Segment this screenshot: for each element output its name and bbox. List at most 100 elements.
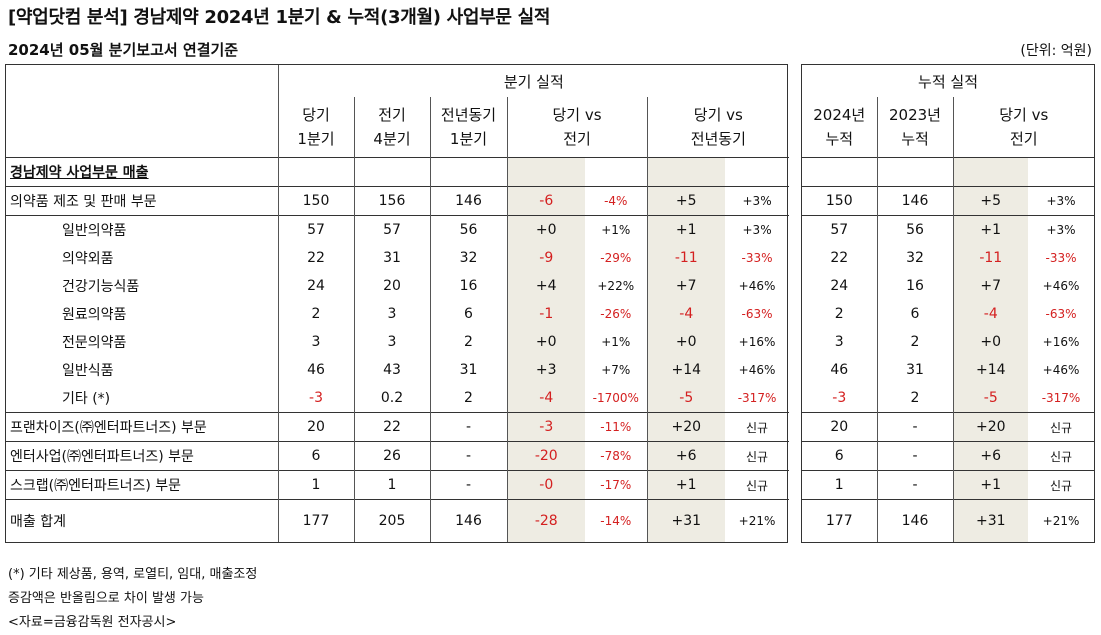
footnotes: (*) 기타 제상품, 용역, 로열티, 임대, 매출조정 증감액은 반올림으로… bbox=[8, 563, 257, 635]
quarter-value: 2 bbox=[278, 300, 355, 328]
cumulative-value: 6 bbox=[877, 300, 954, 328]
quarter-value: 6 bbox=[278, 441, 355, 471]
cumulative-value: - bbox=[877, 470, 954, 500]
cum-diff: +1 bbox=[953, 470, 1028, 500]
quarter-value: 20 bbox=[278, 412, 355, 442]
cumulative-results-panel: 누적 실적 2024년 누적 2023년 누적 당기 vs 전기 150 146 +5 +3… bbox=[801, 64, 1095, 543]
cumulative-value: 3 bbox=[802, 328, 878, 356]
table-row: 6- +6 신규 bbox=[802, 441, 1095, 471]
empty-cell bbox=[430, 157, 508, 187]
row-label: 매출 합계 bbox=[6, 499, 279, 542]
cumulative-value: 16 bbox=[877, 272, 954, 300]
vs-prev-pct: +22% bbox=[585, 272, 648, 300]
table-row: 기타 (*) -3 0.2 2 -4 -1700% -5 -317% bbox=[6, 384, 789, 413]
vs-prev-diff: -1 bbox=[507, 300, 585, 328]
vs-yoy-pct: 신규 bbox=[725, 441, 790, 471]
table-row: 스크랩(㈜엔터파트너즈) 부문 1 1- -0 -17% +1 신규 bbox=[6, 470, 790, 500]
cumulative-value: 1 bbox=[802, 470, 878, 500]
vs-prev-pct: +7% bbox=[585, 356, 648, 384]
vs-prev-diff: -9 bbox=[507, 244, 585, 272]
table-row: 의약외품 22 31 32 -9 -29% -11 -33% bbox=[6, 244, 789, 272]
table-row: 24 16 +7 +46% bbox=[802, 272, 1094, 300]
footnote-other: (*) 기타 제상품, 용역, 로열티, 임대, 매출조정 bbox=[8, 567, 258, 582]
cum-pct: +46% bbox=[1042, 363, 1080, 377]
table-row: -3 2 -5 -317% bbox=[802, 384, 1094, 413]
vs-yoy-diff: +14 bbox=[647, 356, 725, 384]
vs-yoy-pct: +3% bbox=[725, 215, 790, 244]
quarter-value: 24 bbox=[278, 272, 355, 300]
empty-cell bbox=[354, 157, 431, 187]
vs-yoy-diff: +6 bbox=[647, 441, 725, 471]
quarterly-results-panel: 분기 실적 당기 1분기 전기 4분기 전년동기 1분기 당기 vs 전기 당기 vs 전… bbox=[5, 64, 790, 543]
vs-yoy-diff: -5 bbox=[647, 384, 725, 413]
footnote-source: <자료=금융감독원 전자공시> bbox=[8, 615, 177, 630]
empty-cell bbox=[877, 157, 954, 187]
cum-diff: +20 bbox=[953, 412, 1028, 442]
cum-diff: +7 bbox=[953, 272, 1028, 300]
quarter-value: 43 bbox=[354, 356, 431, 384]
vs-prev-pct: -4% bbox=[585, 186, 648, 216]
footnote-rounding: 증감액은 반올림으로 차이 발생 가능 bbox=[8, 591, 204, 606]
vs-prev-diff: -28 bbox=[507, 499, 585, 542]
cumulative-value: 2 bbox=[877, 328, 954, 356]
col-header-vs-prev: 당기 vs 전기 bbox=[507, 97, 648, 158]
table-row: 엔터사업(㈜엔터파트너즈) 부문 6 26- -20 -78% +6 신규 bbox=[6, 441, 790, 471]
vs-yoy-pct: 신규 bbox=[725, 470, 790, 500]
row-label: 의약외품 bbox=[6, 244, 279, 272]
table-row: 일반의약품 57 57 56 +0 +1% +1 +3% bbox=[6, 215, 790, 244]
quarter-value: - bbox=[430, 412, 508, 442]
table-row: 일반식품 46 43 31 +3 +7% +14 +46% bbox=[6, 356, 789, 384]
quarter-value: - bbox=[430, 470, 508, 500]
cumulative-value: 32 bbox=[877, 244, 954, 272]
vs-prev-pct: -29% bbox=[585, 244, 648, 272]
cum-pct: 신규 bbox=[1028, 412, 1095, 442]
table-row: 프랜차이즈(㈜엔터파트너즈) 부문 20 22- -3 -11% +20 신규 bbox=[6, 412, 790, 442]
quarter-value: 57 bbox=[278, 215, 355, 244]
empty-cell bbox=[647, 157, 725, 187]
section-header-row: 경남제약 사업부문 매출 bbox=[6, 157, 790, 187]
table-row: 3 2 +0 +16% bbox=[802, 328, 1094, 356]
vs-yoy-pct: +16% bbox=[738, 335, 776, 349]
vs-yoy-pct: +3% bbox=[725, 186, 790, 216]
vs-yoy-diff: +20 bbox=[647, 412, 725, 442]
cum-pct: 신규 bbox=[1028, 470, 1095, 500]
cum-pct: +3% bbox=[1028, 215, 1095, 244]
quarter-value: 156 bbox=[354, 186, 431, 216]
vs-prev-pct: -1700% bbox=[585, 384, 648, 413]
vs-yoy-diff: +31 bbox=[647, 499, 725, 542]
col-header-yoy-q: 전년동기 1분기 bbox=[430, 97, 508, 158]
quarter-value: 177 bbox=[278, 499, 355, 542]
row-label: 전문의약품 bbox=[6, 328, 279, 356]
quarter-value: -3 bbox=[278, 384, 355, 413]
quarter-value: 2 bbox=[430, 328, 508, 356]
cumulative-value: 2 bbox=[802, 300, 878, 328]
row-label: 일반의약품 bbox=[6, 215, 279, 244]
row-label: 기타 (*) bbox=[6, 384, 279, 413]
quarter-value: 46 bbox=[278, 356, 355, 384]
table-row: 20- +20 신규 bbox=[802, 412, 1095, 442]
table-row: 매출 합계 177 205 146 -28 -14% +31 +21% bbox=[6, 499, 790, 542]
vs-prev-pct: -78% bbox=[585, 441, 648, 471]
cumulative-value: 177 bbox=[802, 499, 878, 542]
cumulative-value: -3 bbox=[802, 384, 878, 413]
cum-diff: +1 bbox=[953, 215, 1028, 244]
table-row: 원료의약품 2 3 6 -1 -26% -4 -63% bbox=[6, 300, 789, 328]
quarter-value: 146 bbox=[430, 499, 508, 542]
quarter-value: 26 bbox=[354, 441, 431, 471]
header-blank bbox=[6, 65, 279, 97]
cumulative-value: 146 bbox=[877, 186, 954, 216]
row-label: 프랜차이즈(㈜엔터파트너즈) 부문 bbox=[6, 412, 279, 442]
quarterly-group-header: 분기 실적 bbox=[503, 72, 564, 91]
quarter-value: 22 bbox=[354, 412, 431, 442]
quarter-value: 56 bbox=[430, 215, 508, 244]
cum-diff: +14 bbox=[953, 356, 1028, 384]
quarter-value: 3 bbox=[278, 328, 355, 356]
table-row: 건강기능식품 24 20 16 +4 +22% +7 +46% bbox=[6, 272, 789, 300]
cum-pct: 신규 bbox=[1028, 441, 1095, 471]
vs-prev-diff: +0 bbox=[507, 215, 585, 244]
col-header-2023-cum: 2023년 누적 bbox=[877, 97, 954, 158]
cumulative-value: - bbox=[877, 412, 954, 442]
quarter-value: 16 bbox=[430, 272, 508, 300]
quarter-value: 22 bbox=[278, 244, 355, 272]
cumulative-value: 6 bbox=[802, 441, 878, 471]
